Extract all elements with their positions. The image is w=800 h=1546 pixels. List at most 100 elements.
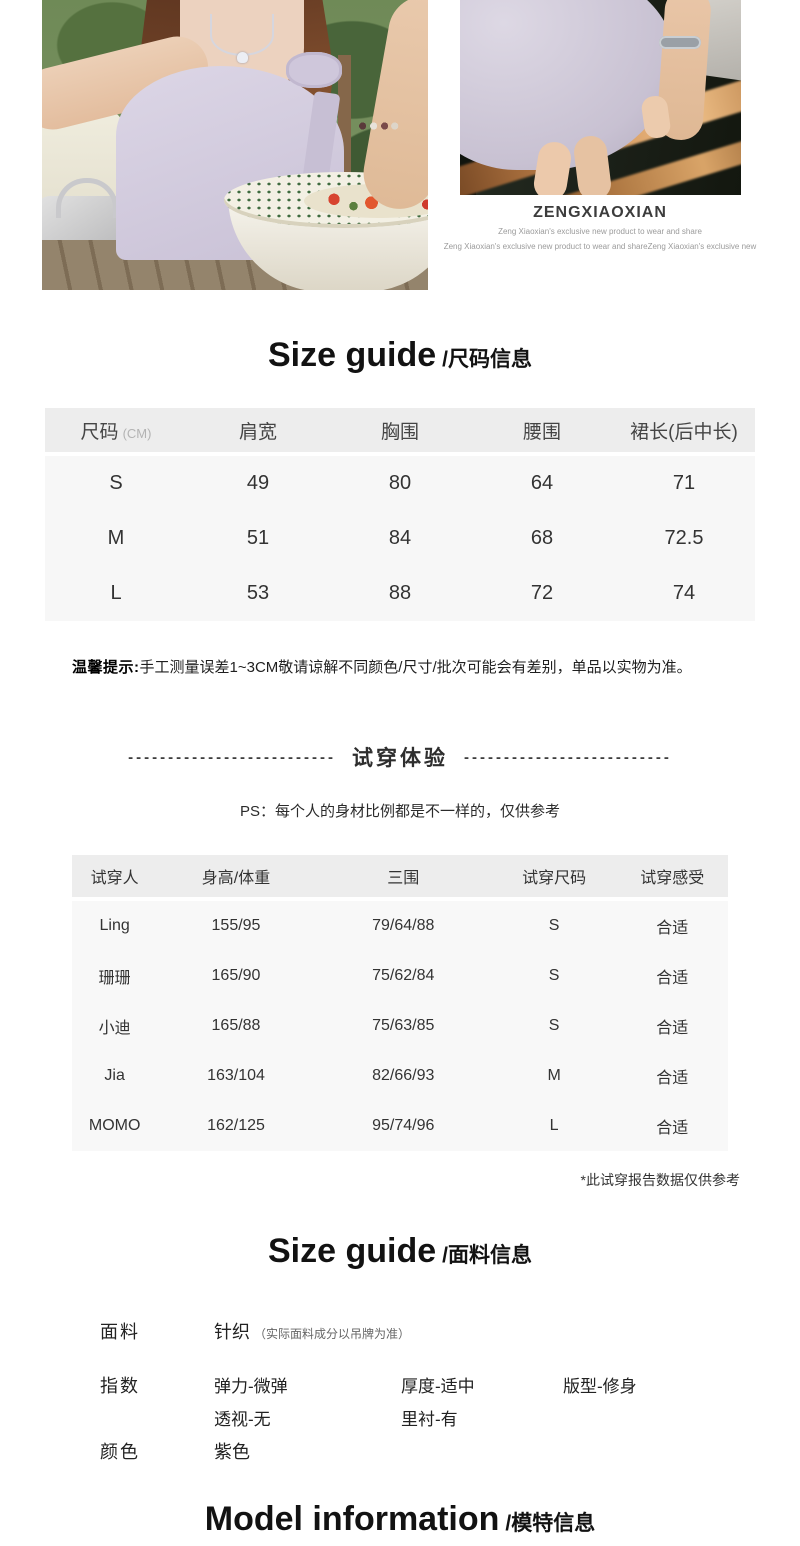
table-row: L 53 88 72 74 bbox=[45, 566, 755, 621]
heart-pendant bbox=[237, 52, 248, 63]
cell-person: Ling bbox=[99, 917, 130, 934]
cell-measurements: 75/62/84 bbox=[372, 967, 435, 984]
shoulder-bow-knot bbox=[286, 52, 342, 88]
size-header-label: 尺码 bbox=[80, 421, 119, 443]
cell-feel: 合适 bbox=[656, 970, 689, 987]
cell-feel: 合适 bbox=[656, 1120, 689, 1137]
table-row: 珊珊 165/90 75/62/84 S 合适 bbox=[72, 951, 728, 1001]
size-table: 尺码 (CM) 肩宽 胸围 腰围 裙长(后中长) S 49 80 64 71 M … bbox=[45, 408, 755, 621]
index-thickness: 厚度-适中 bbox=[401, 1377, 475, 1396]
ps-note: PS：每个人的身材比例都是不一样的，仅供参考 bbox=[239, 803, 560, 820]
fitting-divider-title: 试穿体验 bbox=[352, 747, 448, 770]
cell-measurements: 82/66/93 bbox=[372, 1067, 435, 1084]
fabric-info-heading: Size guide/面料信息 bbox=[0, 1232, 800, 1271]
cell-height-weight: 163/104 bbox=[207, 1067, 265, 1084]
size-guide-heading: Size guide/尺码信息 bbox=[0, 336, 800, 375]
notice-label: 温馨提示: bbox=[72, 659, 140, 676]
fit-header-measurements: 三围 bbox=[387, 870, 420, 887]
fabric-index-values: 弹力-微弹 厚度-适中 版型-修身 透视-无 里衬-有 bbox=[214, 1372, 637, 1430]
fabric-title-en: Size guide bbox=[268, 1232, 437, 1270]
index-sheerness: 透视-无 bbox=[214, 1410, 271, 1429]
cell-size: M bbox=[107, 527, 125, 549]
cell-waist: 68 bbox=[530, 527, 554, 549]
fit-header-size: 试穿尺码 bbox=[522, 870, 587, 887]
fitting-footnote: *此试穿报告数据仅供参考 bbox=[580, 1172, 740, 1188]
cell-length: 72.5 bbox=[664, 527, 704, 549]
table-row: 小迪 165/88 75/63/85 S 合适 bbox=[72, 1001, 728, 1051]
model-information-heading: Model information/模特信息 bbox=[0, 1500, 800, 1539]
table-row: MOMO 162/125 95/74/96 L 合适 bbox=[72, 1101, 728, 1151]
fabric-index-label: 指数 bbox=[100, 1376, 140, 1396]
product-photo-left bbox=[42, 0, 428, 290]
fabric-material-row: 面料 针织 （实际面料成分以吊牌为准） bbox=[100, 1318, 410, 1344]
fabric-color-value: 紫色 bbox=[214, 1442, 250, 1462]
cell-size: L bbox=[110, 582, 122, 604]
fit-header-height-weight: 身高/体重 bbox=[201, 870, 271, 887]
cell-size: S bbox=[109, 472, 123, 494]
measurement-notice: 温馨提示:手工测量误差1~3CM敬请谅解不同颜色/尺寸/批次可能会有差别，单品以… bbox=[72, 656, 732, 677]
divider-dashes-right: -------------------------- bbox=[464, 748, 672, 766]
wrist-watch bbox=[659, 36, 701, 49]
brand-tagline-2: Zeng Xiaoxian's exclusive new product to… bbox=[443, 242, 757, 252]
fitting-table-header-row: 试穿人 身高/体重 三围 试穿尺码 试穿感受 bbox=[72, 855, 728, 897]
index-elasticity: 弹力-微弹 bbox=[214, 1377, 288, 1396]
notice-text: 手工测量误差1~3CM敬请谅解不同颜色/尺寸/批次可能会有差别，单品以实物为准。 bbox=[139, 659, 692, 676]
cell-measurements: 95/74/96 bbox=[372, 1117, 435, 1134]
fit-header-feel: 试穿感受 bbox=[640, 870, 705, 887]
size-table-header-bust: 胸围 bbox=[380, 421, 419, 443]
cell-size: S bbox=[548, 917, 560, 934]
fabric-index-line-2: 透视-无 里衬-有 bbox=[214, 1405, 637, 1430]
size-guide-title-cn: /尺码信息 bbox=[442, 348, 532, 371]
cell-height-weight: 165/88 bbox=[211, 1017, 261, 1034]
brand-tagline-1: Zeng Xiaoxian's exclusive new product to… bbox=[498, 227, 702, 236]
cell-height-weight: 162/125 bbox=[207, 1117, 265, 1134]
cell-feel: 合适 bbox=[656, 920, 689, 937]
fabric-color-row: 颜色 紫色 bbox=[100, 1438, 250, 1464]
model-arm-right bbox=[357, 0, 428, 215]
cell-length: 74 bbox=[672, 582, 696, 604]
cell-size: S bbox=[548, 1017, 560, 1034]
cell-waist: 64 bbox=[530, 472, 554, 494]
cell-person: 小迪 bbox=[98, 1020, 131, 1037]
cell-person: Jia bbox=[104, 1067, 125, 1084]
fabric-material-value: 针织 bbox=[214, 1322, 250, 1342]
divider-dashes-left: -------------------------- bbox=[128, 748, 336, 766]
cell-bust: 88 bbox=[388, 582, 412, 604]
fitting-table: 试穿人 身高/体重 三围 试穿尺码 试穿感受 Ling 155/95 79/64… bbox=[72, 855, 728, 1151]
size-table-header-shoulder: 肩宽 bbox=[238, 421, 277, 443]
size-table-header-length: 裙长(后中长) bbox=[630, 421, 738, 443]
cell-size: S bbox=[548, 967, 560, 984]
cell-person: 珊珊 bbox=[98, 970, 131, 987]
fabric-index-row: 指数 弹力-微弹 厚度-适中 版型-修身 透视-无 里衬-有 bbox=[100, 1372, 637, 1430]
size-table-header-waist: 腰围 bbox=[522, 421, 561, 443]
cell-length: 71 bbox=[672, 472, 696, 494]
cell-shoulder: 49 bbox=[246, 472, 270, 494]
fabric-title-cn: /面料信息 bbox=[442, 1244, 532, 1267]
cell-bust: 80 bbox=[388, 472, 412, 494]
size-guide-title-en: Size guide bbox=[268, 336, 437, 374]
cell-height-weight: 165/90 bbox=[211, 967, 261, 984]
bracelet bbox=[356, 118, 400, 134]
cell-feel: 合适 bbox=[656, 1070, 689, 1087]
cell-feel: 合适 bbox=[656, 1020, 689, 1037]
model-info-title-en: Model information bbox=[204, 1500, 500, 1538]
fabric-index-line-1: 弹力-微弹 厚度-适中 版型-修身 bbox=[214, 1372, 637, 1397]
cell-bust: 84 bbox=[388, 527, 412, 549]
necklace bbox=[210, 14, 274, 56]
cell-size: M bbox=[547, 1067, 561, 1084]
size-header-unit: (CM) bbox=[122, 425, 152, 441]
table-row: M 51 84 68 72.5 bbox=[45, 511, 755, 566]
handbag-handle bbox=[56, 178, 118, 218]
fabric-material-label: 面料 bbox=[100, 1322, 140, 1342]
size-table-header-row: 尺码 (CM) 肩宽 胸围 腰围 裙长(后中长) bbox=[45, 408, 755, 452]
table-row: Jia 163/104 82/66/93 M 合适 bbox=[72, 1051, 728, 1101]
cell-person: MOMO bbox=[88, 1117, 141, 1134]
cell-size: L bbox=[549, 1117, 559, 1134]
fitting-table-body: Ling 155/95 79/64/88 S 合适 珊珊 165/90 75/6… bbox=[72, 901, 728, 1151]
cell-shoulder: 51 bbox=[246, 527, 270, 549]
cell-measurements: 75/63/85 bbox=[372, 1017, 435, 1034]
size-table-header-size: 尺码 (CM) bbox=[45, 417, 187, 444]
size-table-body: S 49 80 64 71 M 51 84 68 72.5 L 53 88 72… bbox=[45, 456, 755, 621]
table-row: S 49 80 64 71 bbox=[45, 456, 755, 511]
